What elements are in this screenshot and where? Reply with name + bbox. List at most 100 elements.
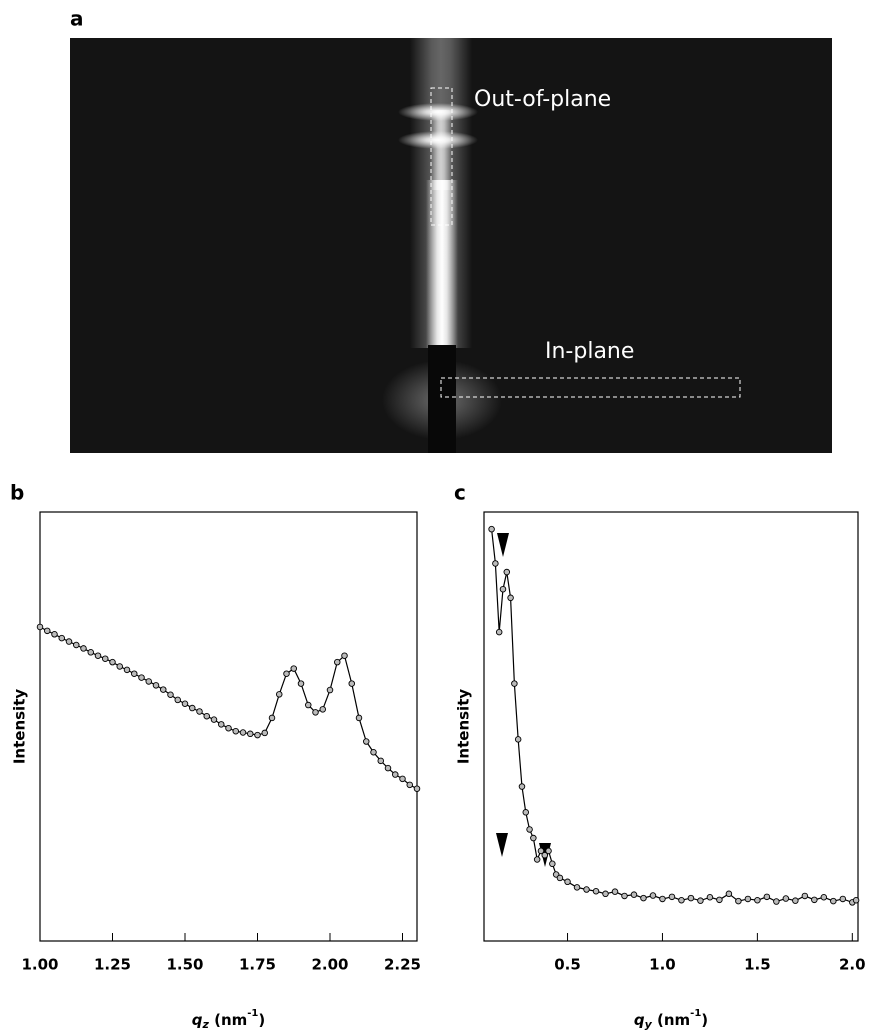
data-point bbox=[592, 887, 600, 895]
data-point bbox=[668, 893, 676, 901]
data-point bbox=[499, 585, 507, 593]
x-axis-label-part: ) bbox=[258, 1011, 265, 1029]
data-point bbox=[334, 658, 341, 666]
data-point bbox=[697, 897, 704, 904]
data-point bbox=[152, 682, 160, 689]
data-point bbox=[511, 680, 518, 687]
data-point bbox=[852, 896, 860, 904]
x-tick-label: 1.50 bbox=[166, 956, 203, 974]
x-axis-label-part: z bbox=[201, 1018, 209, 1031]
data-point bbox=[36, 623, 44, 631]
arrowhead bbox=[496, 833, 508, 857]
data-point bbox=[630, 891, 638, 898]
data-point bbox=[488, 525, 495, 533]
data-point bbox=[326, 686, 334, 694]
data-point bbox=[649, 892, 657, 899]
data-point bbox=[413, 785, 421, 792]
detector-image: Out-of-plane In-plane bbox=[70, 38, 832, 453]
x-tick-label: 2.25 bbox=[384, 956, 421, 974]
data-point bbox=[159, 686, 167, 693]
x-axis-label-part: (nm bbox=[652, 1011, 690, 1029]
data-point bbox=[725, 890, 733, 898]
x-tick-label: 2.0 bbox=[839, 956, 866, 974]
x-tick-label: 1.0 bbox=[649, 956, 676, 974]
data-point bbox=[545, 847, 552, 855]
data-point bbox=[254, 731, 261, 739]
data-point bbox=[659, 895, 666, 903]
annotation: Out-of-plane bbox=[474, 87, 611, 112]
data-point bbox=[782, 895, 790, 902]
data-point bbox=[370, 748, 377, 756]
data-point bbox=[830, 897, 837, 905]
data-point bbox=[602, 890, 609, 898]
x-axis-label: qy (nm-1) bbox=[634, 1008, 708, 1031]
panel-label: a bbox=[70, 7, 84, 31]
data-point bbox=[754, 896, 761, 904]
plot-frame bbox=[39, 511, 418, 942]
roi-box bbox=[430, 87, 453, 226]
data-point bbox=[174, 696, 181, 704]
data-point bbox=[276, 691, 283, 698]
data-point bbox=[87, 649, 94, 656]
x-axis-label-part: q bbox=[192, 1011, 203, 1029]
data-point bbox=[763, 893, 771, 901]
data-point bbox=[239, 729, 247, 736]
panel-label: b bbox=[10, 481, 24, 505]
data-point bbox=[196, 708, 203, 715]
data-point bbox=[80, 645, 87, 652]
plot-frame bbox=[483, 511, 859, 942]
x-tick-label: 1.75 bbox=[239, 956, 276, 974]
x-tick-label: 2.00 bbox=[311, 956, 348, 974]
x-axis-label-part: q bbox=[634, 1011, 645, 1029]
data-point bbox=[72, 641, 80, 649]
data-point bbox=[51, 631, 58, 638]
x-axis-label-part: (nm bbox=[209, 1011, 247, 1029]
data-point bbox=[225, 724, 232, 732]
beam-streak bbox=[430, 110, 452, 190]
data-point bbox=[556, 874, 564, 882]
data-point bbox=[138, 674, 145, 681]
roi-box bbox=[440, 377, 741, 398]
data-point bbox=[58, 634, 66, 642]
data-point bbox=[261, 729, 269, 737]
data-point bbox=[312, 709, 319, 716]
x-axis-label: qz (nm-1) bbox=[192, 1008, 266, 1031]
data-point bbox=[526, 826, 533, 833]
data-point bbox=[678, 896, 685, 904]
data-point bbox=[687, 894, 695, 902]
data-point bbox=[348, 680, 356, 687]
y-axis-label: Intensity bbox=[455, 689, 473, 765]
data-point bbox=[706, 893, 714, 901]
data-point bbox=[640, 894, 647, 902]
x-tick-label: 1.5 bbox=[744, 956, 771, 974]
beam-stop bbox=[428, 345, 456, 453]
arrowhead bbox=[497, 533, 509, 557]
data-point bbox=[363, 738, 370, 745]
data-point bbox=[203, 712, 210, 720]
data-point bbox=[319, 706, 327, 713]
data-point bbox=[621, 892, 628, 900]
data-point bbox=[518, 783, 526, 790]
data-point bbox=[94, 652, 102, 659]
data-point bbox=[65, 638, 73, 645]
data-point bbox=[507, 594, 514, 602]
x-tick-label: 0.5 bbox=[554, 956, 581, 974]
data-point bbox=[305, 701, 312, 709]
data-point bbox=[167, 691, 174, 699]
data-point bbox=[283, 670, 290, 677]
data-point bbox=[549, 860, 556, 868]
data-point bbox=[573, 884, 581, 891]
data-point bbox=[341, 652, 348, 659]
x-axis-label-part: ) bbox=[701, 1011, 708, 1029]
x-axis-label-part: y bbox=[645, 1018, 653, 1031]
data-point bbox=[514, 736, 522, 743]
data-point bbox=[744, 895, 752, 903]
x-tick-label: 1.00 bbox=[21, 956, 58, 974]
data-point bbox=[232, 727, 239, 735]
data-point bbox=[377, 757, 385, 765]
data-point bbox=[130, 670, 138, 677]
data-line bbox=[39, 626, 418, 790]
data-point bbox=[210, 716, 218, 723]
data-point bbox=[145, 678, 152, 685]
